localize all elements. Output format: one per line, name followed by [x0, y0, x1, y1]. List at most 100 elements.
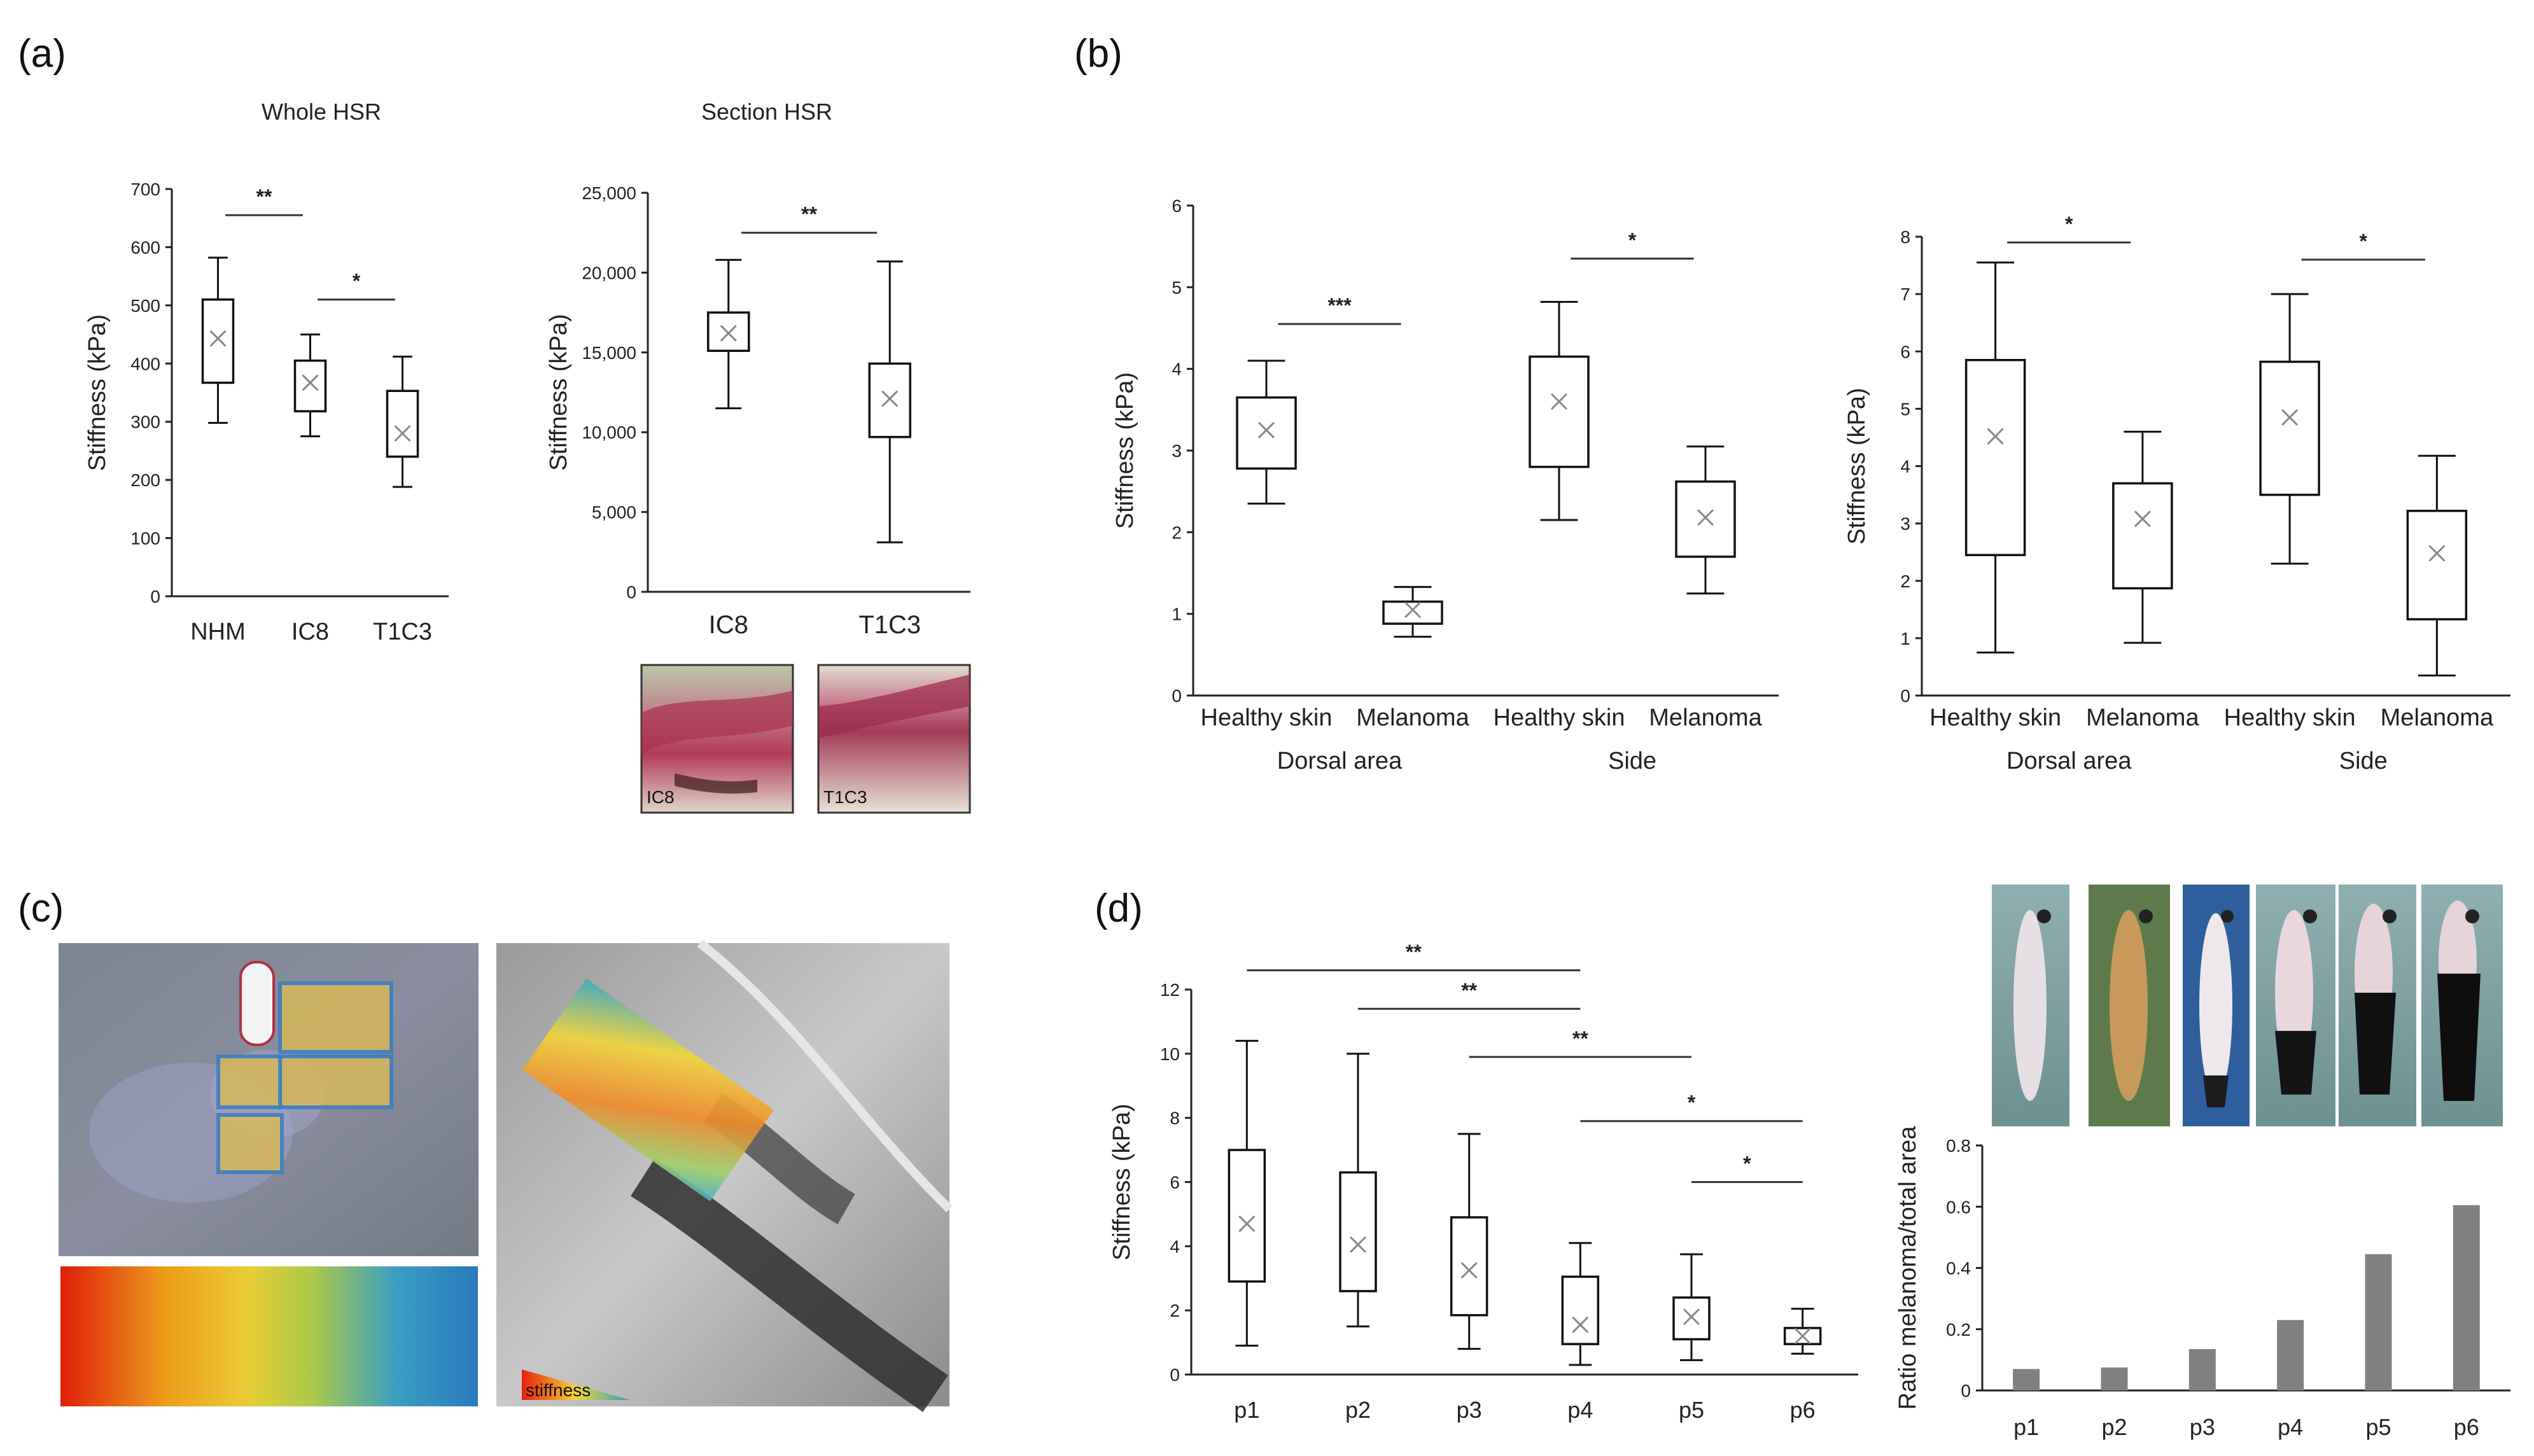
- iqr-box: [1561, 1275, 1600, 1345]
- chart-b-left: 0 1 2 3 4 5 6 Stiffness (kPa) Healthy skin Melano…: [1112, 196, 1779, 774]
- category-label: Melanoma: [1356, 704, 1469, 731]
- significance-label: **: [1461, 979, 1477, 1002]
- chart-d-ratio: 0 0.2 0.4 0.6 0.8 Ratio melanoma/total area p1…: [1894, 1126, 2510, 1440]
- bar-p3: [2188, 1349, 2216, 1390]
- chart-b-right: 0 1 2 3 4 5 6 7 8 Stiffness (kPa) Healthy skin Mela…: [1844, 213, 2510, 774]
- box-melanoma: [2406, 454, 2468, 676]
- category-label: p2: [1345, 1397, 1371, 1423]
- category-label: Healthy skin: [2224, 704, 2356, 731]
- category-label: p3: [1457, 1397, 1482, 1423]
- y-tick-label: 10,000: [582, 423, 636, 442]
- y-tick-label: 5: [1900, 399, 1910, 419]
- box-p4: [1561, 1242, 1600, 1366]
- mean-marker: [1404, 601, 1422, 619]
- y-tick-label: 6: [1172, 196, 1182, 216]
- y-tick-label: 3: [1900, 514, 1910, 534]
- y-tick-label: 2: [1900, 571, 1910, 591]
- y-tick-label: 12: [1160, 980, 1180, 1000]
- mean-marker: [1697, 509, 1714, 526]
- iqr-box: [868, 362, 911, 438]
- fluorescence-image: [59, 943, 479, 1256]
- fish-photo-p3: [2183, 885, 2250, 1126]
- iqr-box: [1672, 1296, 1711, 1341]
- category-label: p2: [2101, 1414, 2127, 1440]
- y-tick-label: 500: [130, 296, 160, 316]
- y-tick-label: 700: [130, 179, 160, 199]
- significance-label: *: [353, 270, 361, 293]
- significance-label: **: [1406, 941, 1422, 963]
- stiffness-map-tile: [278, 1054, 393, 1109]
- y-tick-label: 6: [1170, 1173, 1180, 1193]
- mean-marker: [1460, 1262, 1478, 1279]
- category-label: Healthy skin: [1929, 704, 2061, 731]
- mean-marker: [1238, 1215, 1256, 1233]
- y-axis-label: Stiffness (kPa): [1112, 372, 1138, 529]
- iqr-box: [386, 389, 419, 458]
- mean-marker: [881, 390, 899, 407]
- y-tick-label: 7: [1900, 284, 1910, 304]
- category-label: p1: [1234, 1397, 1259, 1423]
- significance-label: **: [256, 185, 272, 208]
- box-healthy-skin: [2259, 293, 2320, 565]
- y-tick-label: 0: [150, 587, 160, 606]
- box-ic8: [293, 333, 327, 438]
- box-p3: [1450, 1133, 1488, 1350]
- y-axis-label: Stiffness (kPa): [1844, 388, 1870, 544]
- significance-label: *: [2065, 213, 2073, 235]
- y-tick-label: 8: [1900, 227, 1910, 247]
- micrograph-t1c3-label: T1C3: [823, 787, 867, 807]
- mean-marker: [2428, 545, 2446, 562]
- y-tick-label: 0.2: [1946, 1320, 1971, 1340]
- mean-marker: [1987, 428, 2004, 445]
- iqr-box: [1382, 600, 1443, 625]
- box-p1: [1228, 1040, 1266, 1347]
- bar-p1: [2013, 1369, 2040, 1390]
- stiffness-legend-label: stiffness: [526, 1380, 591, 1400]
- bar-p6: [2453, 1205, 2480, 1390]
- box-healthy-skin: [1529, 300, 1590, 521]
- category-label: NHM: [190, 619, 246, 645]
- y-axis-label: Stiffness (kPa): [545, 314, 572, 470]
- y-tick-label: 4: [1170, 1236, 1180, 1256]
- stiffness-map-tile: [216, 1054, 284, 1109]
- significance-label: **: [801, 203, 817, 226]
- significance-label: ***: [1327, 294, 1352, 317]
- mean-marker: [1572, 1316, 1589, 1333]
- y-tick-label: 1: [1172, 605, 1182, 624]
- fish-photo-p2: [2089, 885, 2170, 1126]
- y-tick-label: 300: [130, 412, 160, 432]
- mean-marker: [1550, 393, 1568, 410]
- y-tick-label: 8: [1170, 1109, 1180, 1128]
- y-tick-label: 600: [130, 237, 160, 257]
- panel-label-d: (d): [1095, 886, 1143, 930]
- significance-label: *: [1628, 228, 1637, 251]
- iqr-box: [2406, 510, 2468, 620]
- iqr-box: [2112, 482, 2173, 590]
- chart-whole-hsr: 0 100 200 300 400 500 600 700 Stiffness (kPa) Who…: [84, 99, 449, 645]
- group-label: Dorsal area: [2006, 748, 2132, 774]
- y-tick-label: 4: [1172, 360, 1182, 379]
- y-tick-label: 100: [130, 529, 160, 549]
- panel-label-b: (b): [1074, 32, 1123, 76]
- y-tick-label: 0.4: [1946, 1259, 1971, 1278]
- box-p6: [1783, 1308, 1822, 1355]
- mean-marker: [2281, 409, 2299, 426]
- y-tick-label: 4: [1900, 457, 1910, 477]
- category-label: Melanoma: [2086, 704, 2199, 731]
- group-label: Side: [2339, 748, 2388, 774]
- box-t1c3: [386, 355, 419, 488]
- box-melanoma: [1382, 585, 1443, 638]
- y-tick-label: 5,000: [592, 503, 636, 522]
- significance-label: *: [1688, 1091, 1696, 1114]
- iqr-box: [1529, 355, 1590, 468]
- significance-label: *: [2360, 230, 2368, 253]
- box-melanoma: [2112, 430, 2173, 644]
- y-tick-label: 0: [1961, 1381, 1971, 1401]
- y-axis-label: Stiffness (kPa): [1109, 1103, 1135, 1260]
- category-label: T1C3: [373, 619, 432, 645]
- y-tick-label: 25,000: [582, 183, 636, 203]
- y-tick-label: 6: [1900, 342, 1910, 361]
- group-label: Side: [1608, 748, 1656, 774]
- iqr-box: [1228, 1149, 1266, 1283]
- category-label: Melanoma: [1649, 704, 1762, 731]
